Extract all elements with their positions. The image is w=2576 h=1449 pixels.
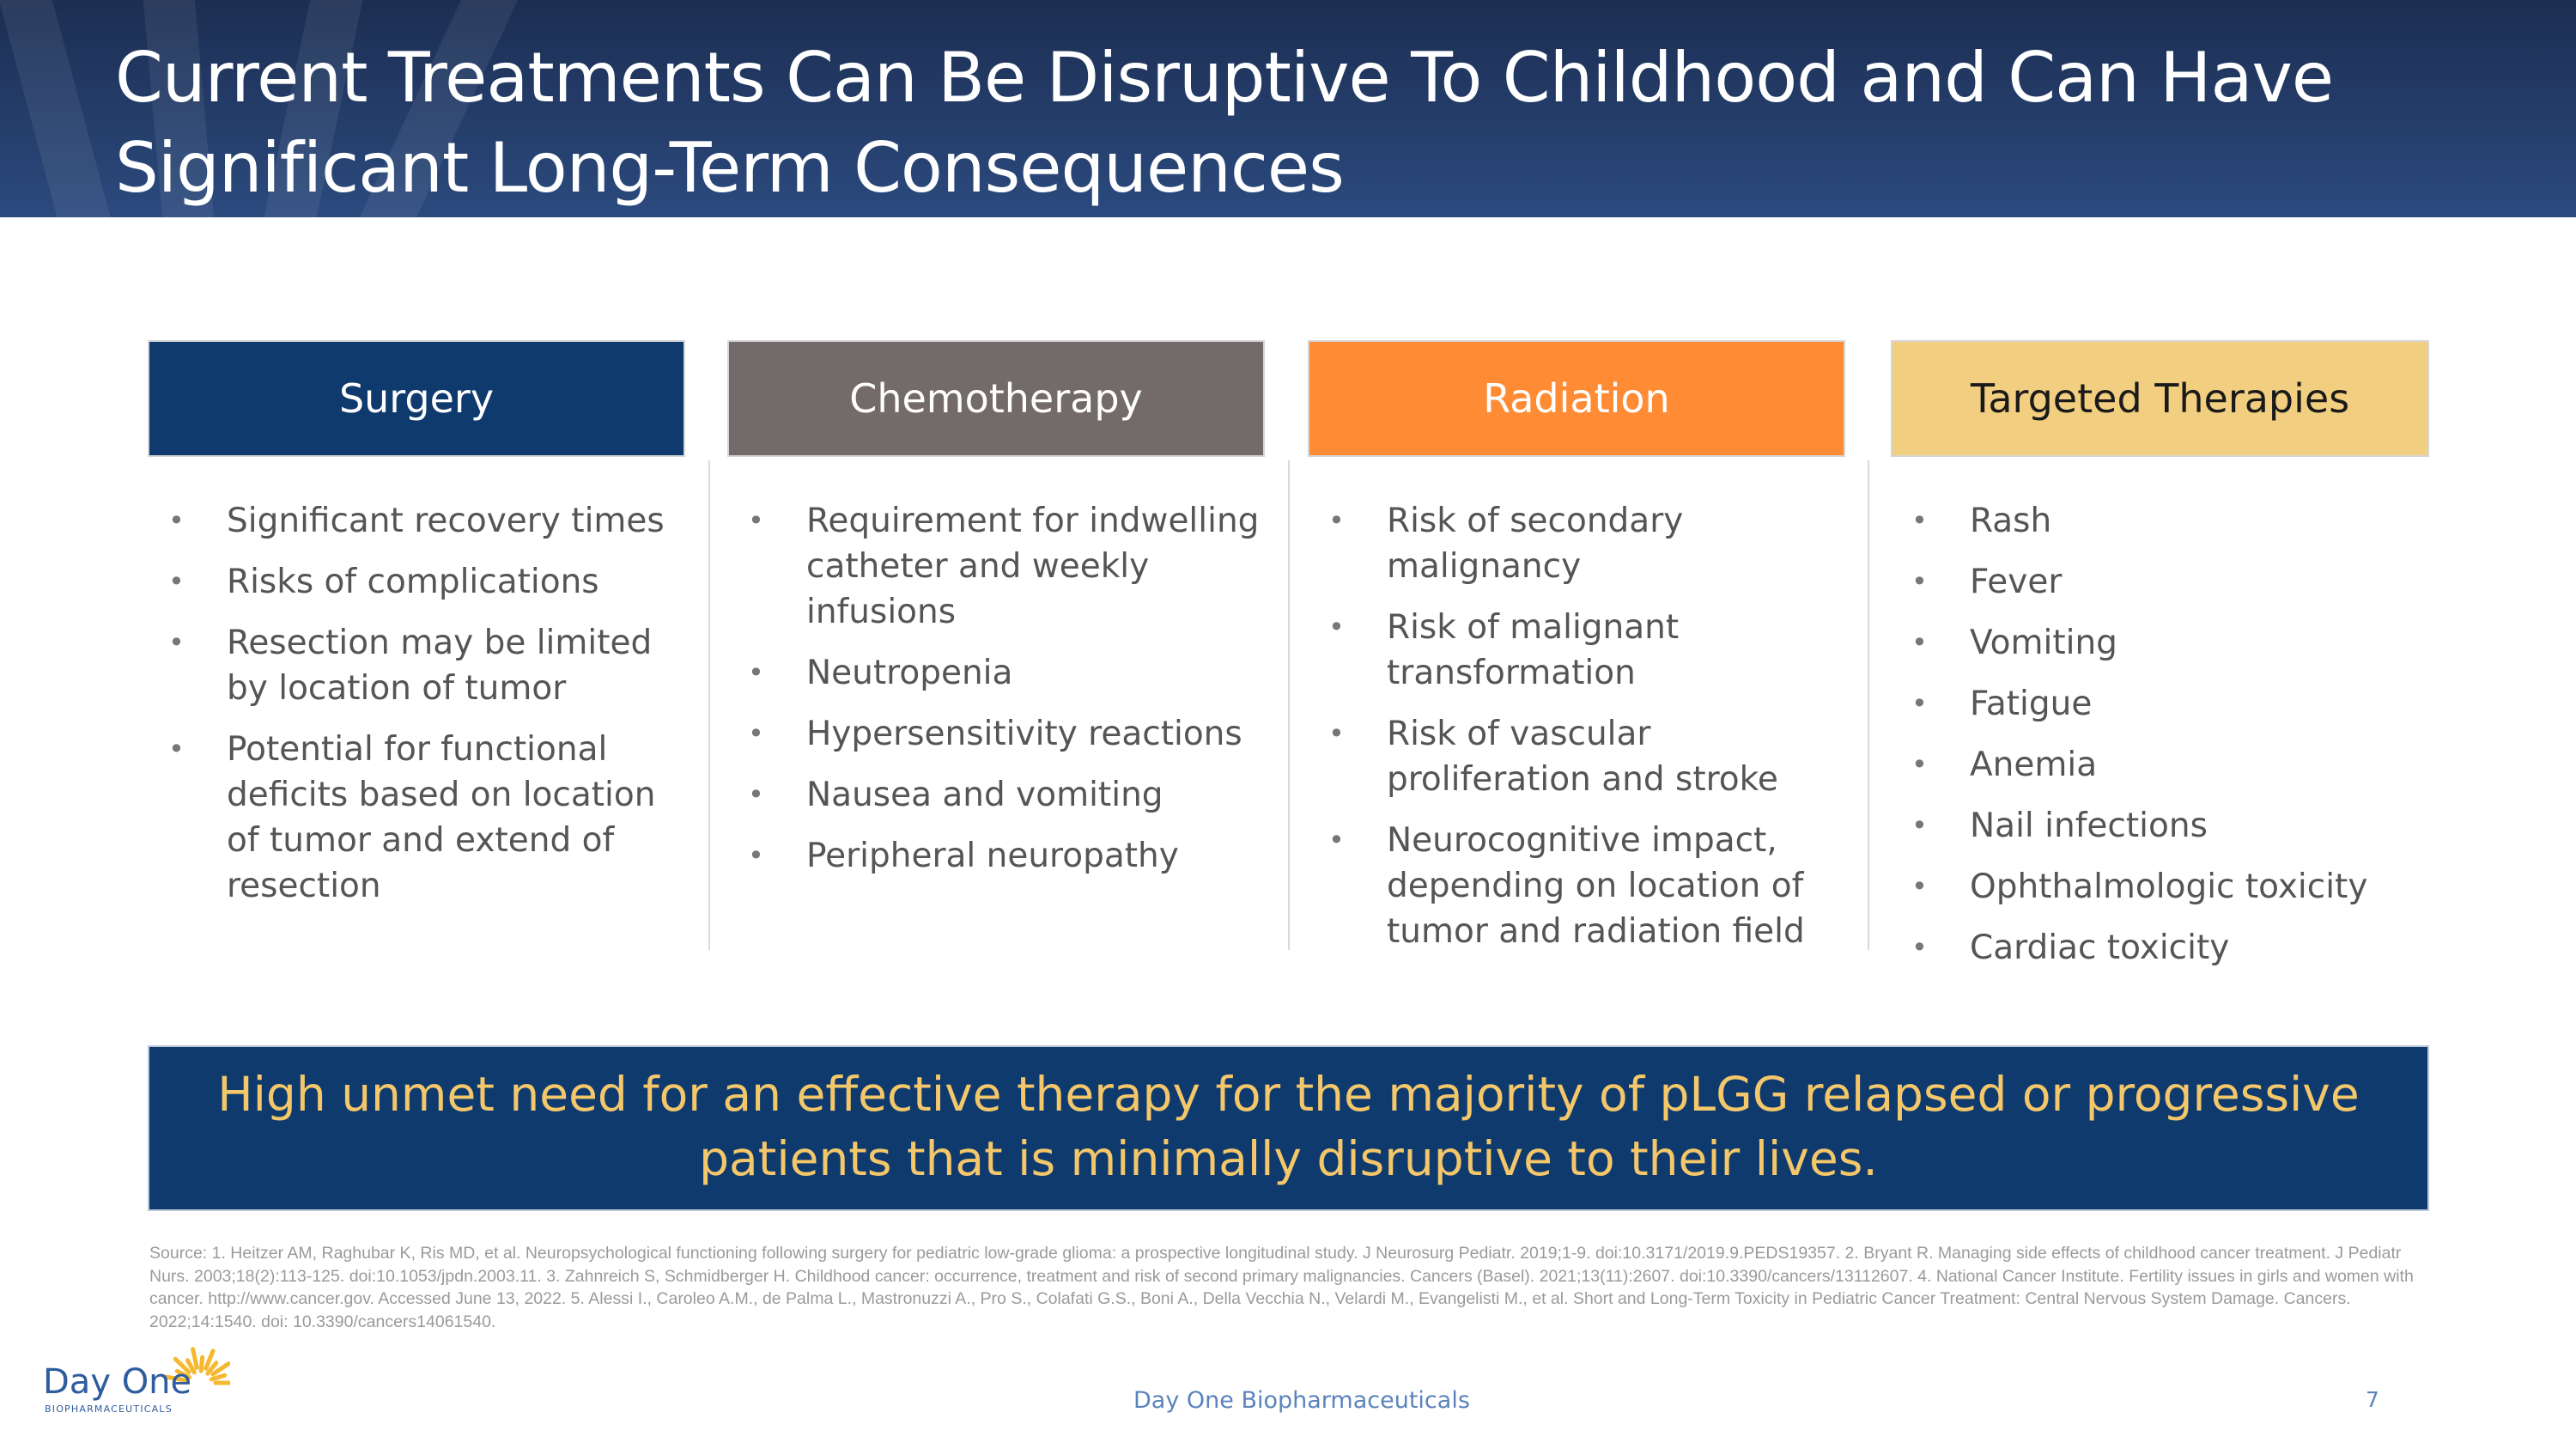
radiation-heading: Radiation [1308,340,1845,457]
sun-ray [174,1368,192,1380]
list-item: Resection may be limited by location of … [168,620,683,711]
page-title: Current Treatments Can Be Disruptive To … [115,33,2334,213]
list-item: Vomiting [1911,620,2427,666]
list-item: Requirement for indwelling catheter and … [748,498,1263,635]
decorative-ray [0,0,132,217]
title-banner: Current Treatments Can Be Disruptive To … [0,0,2576,217]
logo-wordmark: Day One [43,1362,191,1402]
list-item: Peripheral neuropathy [748,833,1263,879]
sun-icon: Day One BIOPHARMACEUTICALS [43,1347,237,1415]
chemotherapy-heading: Chemotherapy [727,340,1265,457]
column-divider [708,460,710,950]
page-number: 7 [2366,1387,2379,1412]
sun-ray [185,1358,197,1375]
list-item: Cardiac toxicity [1911,925,2427,971]
sun-ray [205,1361,219,1376]
targeted-therapies-heading: Targeted Therapies [1891,340,2429,457]
day-one-logo: Day One BIOPHARMACEUTICALS [41,1331,237,1426]
sun-ray [164,1374,187,1383]
list-item: Significant recovery times [168,498,683,544]
sun-ray [191,1347,199,1370]
list-item: Ophthalmologic toxicity [1911,864,2427,910]
list-item: Nail infections [1911,803,2427,849]
title-line-2: Significant Long-Term Consequences [115,128,1345,208]
list-item: Neutropenia [748,650,1263,696]
sun-ray [209,1373,228,1382]
list-item: Rash [1911,498,2427,544]
unmet-need-callout: High unmet need for an effective therapy… [148,1045,2429,1211]
list-item: Fever [1911,559,2427,605]
list-item: Potential for functional deficits based … [168,727,683,909]
sun-ray [204,1349,216,1371]
surgery-list: Significant recovery times Risks of compl… [168,498,683,924]
footer-company: Day One Biopharmaceuticals [1133,1387,1470,1414]
list-item: Risk of vascular proliferation and strok… [1328,711,1844,802]
list-item: Risks of complications [168,559,683,605]
chemotherapy-list: Requirement for indwelling catheter and … [748,498,1263,894]
logo-subtitle: BIOPHARMACEUTICALS [45,1403,173,1415]
list-item: Anemia [1911,742,2427,788]
sun-ray [198,1355,205,1373]
list-item: Risk of malignant transformation [1328,605,1844,696]
list-item: Neurocognitive impact, depending on loca… [1328,818,1844,954]
sun-ray [173,1356,191,1374]
radiation-list: Risk of secondary malignancy Risk of mali… [1328,498,1844,970]
list-item: Risk of secondary malignancy [1328,498,1844,589]
list-item: Nausea and vomiting [748,772,1263,818]
title-line-1: Current Treatments Can Be Disruptive To … [115,38,2334,118]
surgery-heading: Surgery [148,340,685,457]
targeted-therapies-list: Rash Fever Vomiting Fatigue Anemia Nail infec… [1911,498,2427,986]
list-item: Fatigue [1911,681,2427,727]
source-citations: Source: 1. Heitzer AM, Raghubar K, Ris M… [149,1244,2414,1331]
list-item: Hypersensitivity reactions [748,711,1263,757]
column-divider [1288,460,1290,950]
column-divider [1868,460,1869,950]
sun-ray [210,1361,231,1377]
